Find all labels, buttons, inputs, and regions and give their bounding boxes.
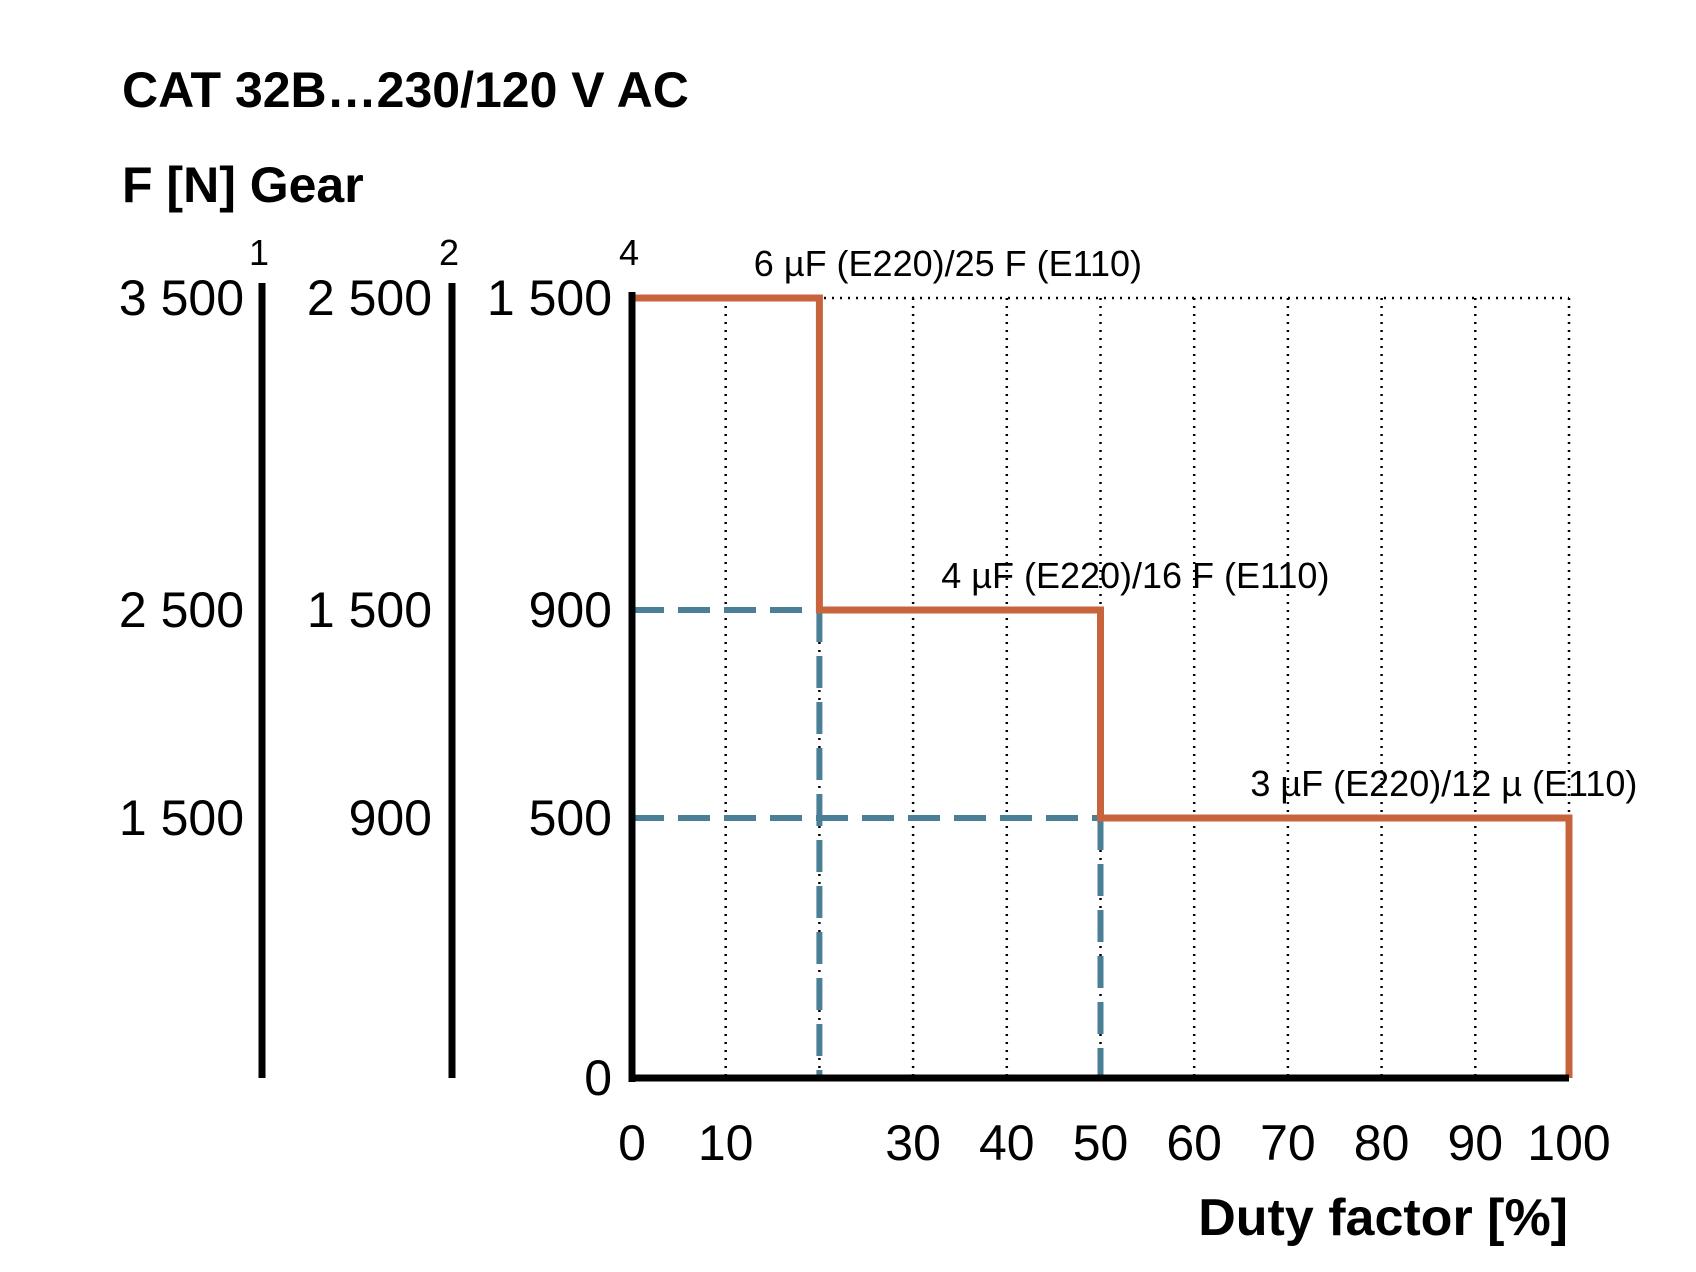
gear-number-1: 1 <box>249 232 269 273</box>
annotation-label: 6 µF (E220)/25 F (E110) <box>754 243 1142 284</box>
series-line-0 <box>632 294 1573 1078</box>
reference-lines <box>632 607 1104 1078</box>
annotation-label: 4 µF (E220)/16 F (E110) <box>941 555 1329 596</box>
x-tick-label: 90 <box>1447 1115 1503 1171</box>
gear-2-force-label: 2 500 <box>307 270 432 326</box>
gear-1-force-label: 2 500 <box>119 582 244 638</box>
x-tick-labels: 0 10 30 40 50 60 70 80 90 100 <box>618 1115 1611 1171</box>
x-tick-label: 10 <box>698 1115 754 1171</box>
annotation-label: 3 µF (E220)/12 µ (E110) <box>1250 763 1637 804</box>
gear-number-4: 4 <box>619 232 639 273</box>
x-tick-label: 100 <box>1527 1115 1610 1171</box>
x-tick-label: 80 <box>1354 1115 1410 1171</box>
x-tick-label: 70 <box>1260 1115 1316 1171</box>
gear-4-force-label: 0 <box>584 1050 612 1106</box>
chart-title: CAT 32B…230/120 V AC <box>122 62 689 118</box>
x-tick-label: 40 <box>979 1115 1035 1171</box>
gear-number-2: 2 <box>439 232 459 273</box>
x-tick-label: 0 <box>618 1115 646 1171</box>
y-axis-label: F [N] Gear <box>122 157 364 213</box>
x-axis-label: Duty factor [%] <box>1198 1189 1568 1247</box>
annotations: 6 µF (E220)/25 F (E110) 4 µF (E220)/16 F … <box>754 243 1638 804</box>
x-tick-label: 30 <box>885 1115 941 1171</box>
gear-2-force-label: 1 500 <box>307 582 432 638</box>
gear-4-force-label: 1 500 <box>487 270 612 326</box>
gear-1-force-label: 3 500 <box>119 270 244 326</box>
data-series <box>632 294 1573 1078</box>
x-tick-label: 50 <box>1073 1115 1129 1171</box>
gear-4-force-label: 900 <box>529 582 612 638</box>
x-tick-label: 60 <box>1166 1115 1222 1171</box>
gear-1-force-label: 1 500 <box>119 790 244 846</box>
gear-2-force-label: 900 <box>349 790 432 846</box>
gear-4-force-label: 500 <box>529 790 612 846</box>
main-axes <box>628 292 1569 1082</box>
